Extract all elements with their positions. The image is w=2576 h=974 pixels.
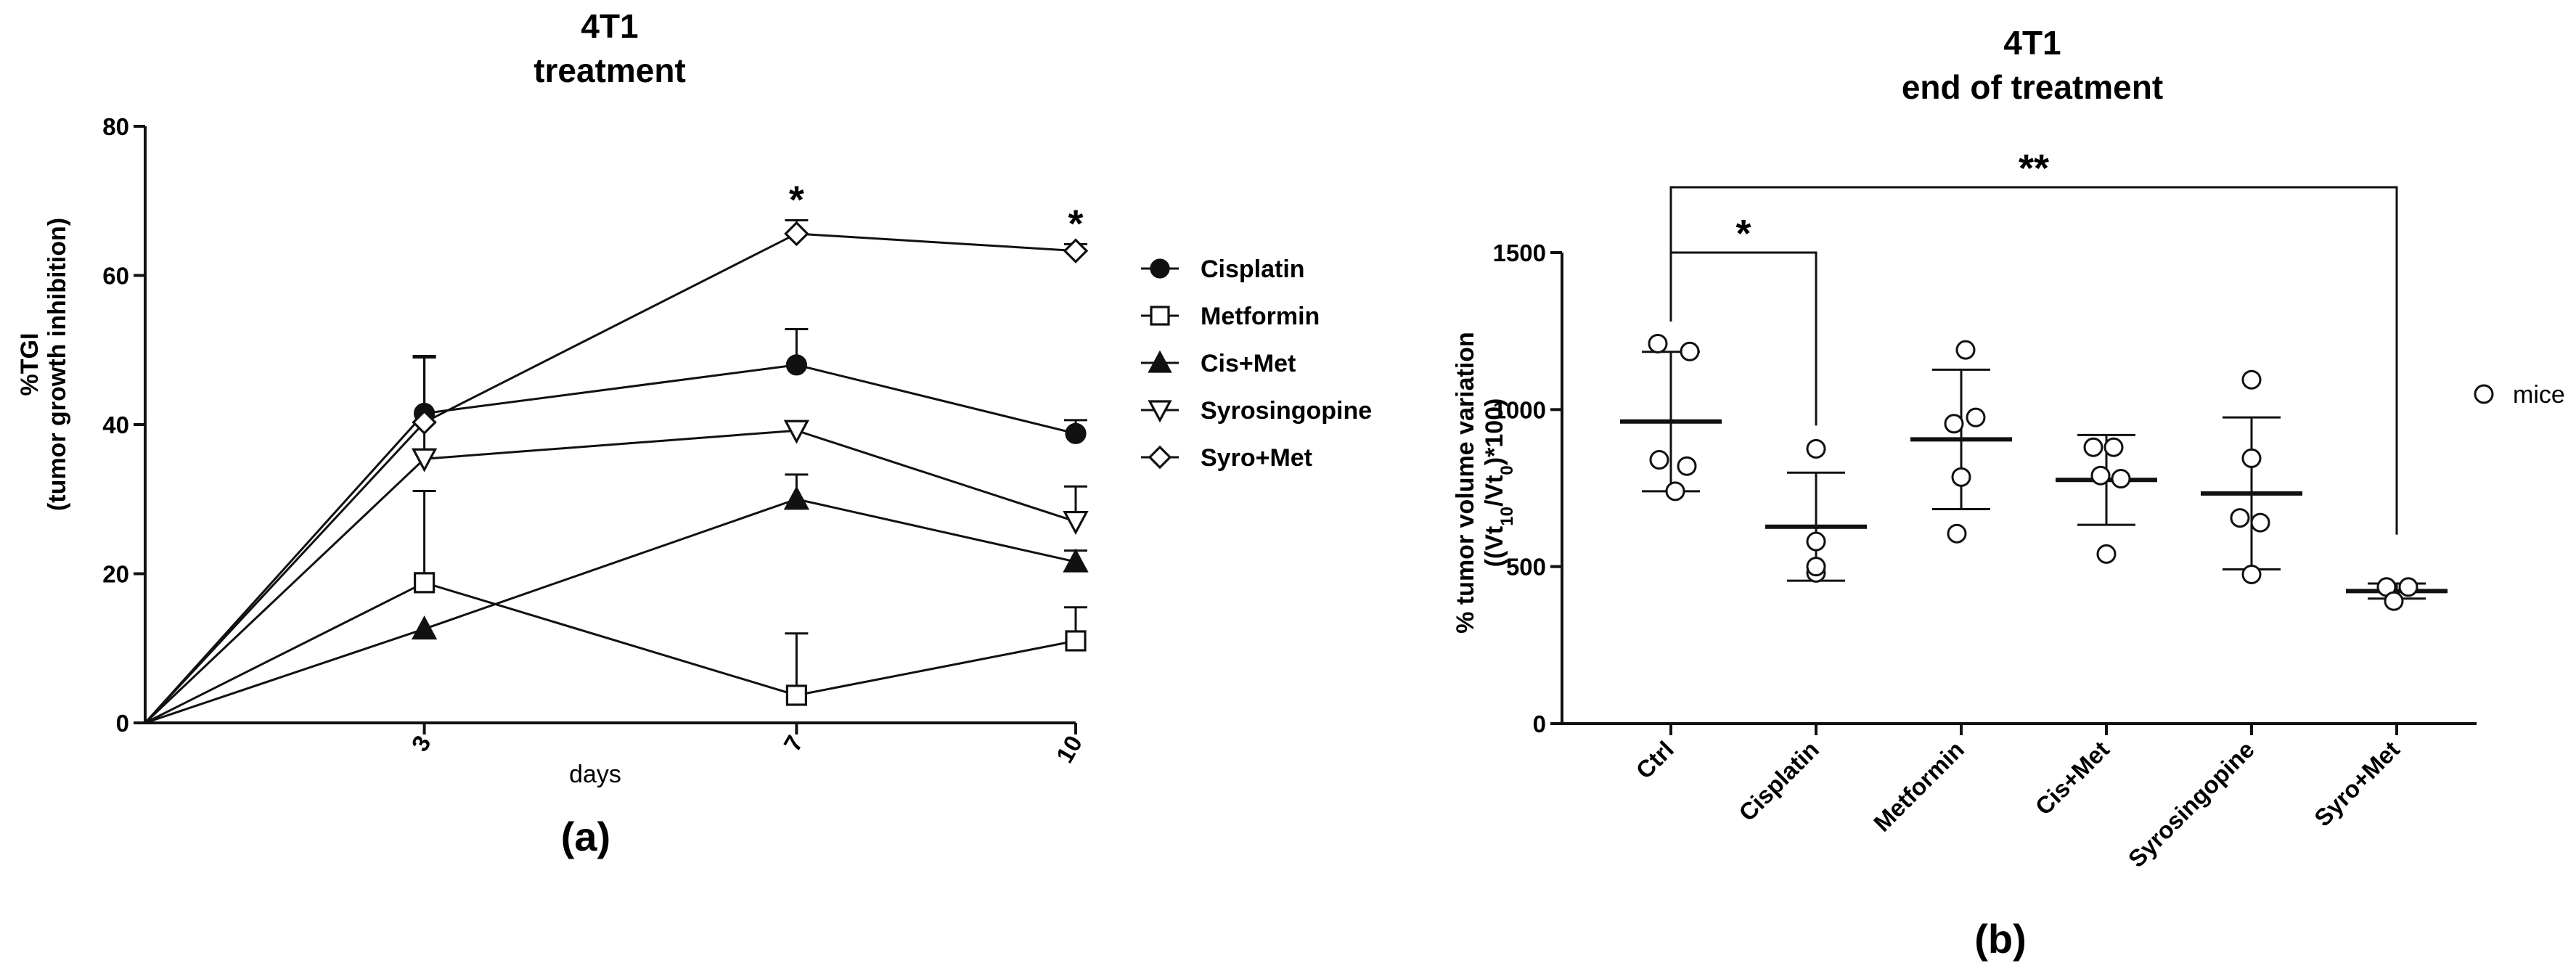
data-point-syrosingopine (1063, 510, 1089, 535)
mouse-data-point (2230, 508, 2250, 528)
chart-b-title-line-2: end of treatment (1902, 68, 2163, 106)
panel-label-a: (a) (561, 814, 610, 859)
data-point-cis-met (411, 615, 438, 640)
chart-a-x-tick-label: 10 (1051, 731, 1087, 767)
series-line-syro-met (144, 232, 1076, 724)
mouse-data-point (1806, 531, 1826, 552)
mouse-data-point (1806, 557, 1826, 577)
mouse-data-point (1665, 481, 1685, 502)
chart-b-y-tick-label: 1000 (1493, 396, 1546, 423)
legend-marker (1150, 306, 1170, 326)
mouse-data-point (2111, 469, 2131, 489)
mouse-data-point (1944, 414, 1964, 434)
mouse-data-point (1966, 407, 1986, 427)
panel-label-b: (b) (1974, 916, 2027, 962)
mouse-data-point (2096, 544, 2117, 564)
chart-a-title-line-2: treatment (533, 52, 686, 89)
legend-marker (1148, 350, 1172, 373)
chart-a-x-tick-label: 3 (406, 731, 436, 756)
data-point-metformin (413, 572, 436, 594)
legend-label: Syrosingopine (1201, 397, 1372, 425)
chart-b-x-tick-label: Metformin (1868, 736, 1969, 837)
chart-a-y-tick-label: 20 (102, 561, 129, 588)
mouse-data-point (1649, 450, 1669, 470)
chart-b-y-tick-label: 1500 (1493, 240, 1546, 266)
data-point-metformin (785, 684, 808, 706)
mouse-data-point (1806, 438, 1826, 459)
data-point-syro-met (1063, 238, 1089, 263)
series-line-syrosingopine (144, 429, 1076, 724)
legend-label: Cisplatin (1201, 255, 1305, 283)
mouse-data-point (2083, 437, 2103, 457)
mouse-data-point (2090, 465, 2111, 486)
chart-a-y-tick-label: 40 (102, 412, 129, 438)
significance-bracket (1669, 251, 1817, 426)
chart-b-x-tick-label: Cisplatin (1733, 736, 1824, 827)
mouse-data-point (1648, 333, 1668, 353)
chart-b-title-line-1: 4T1 (2003, 24, 2061, 62)
chart-b-x-tick-label: Cis+Met (2030, 736, 2114, 820)
series-line-cis-met (144, 498, 1076, 724)
scatter-dot-plot-panel: 4T1 end of treatment % tumor volume vari… (1452, 24, 2565, 962)
chart-b-y-axis-label-line-1: % tumor volume variation (1452, 332, 1479, 634)
mouse-data-point (2241, 448, 2262, 468)
mouse-data-point (2398, 577, 2418, 597)
legend-label: Syro+Met (1201, 444, 1312, 472)
legend-label: Metformin (1201, 303, 1320, 330)
data-point-syro-met (412, 409, 437, 435)
chart-b-y-tick-label: 500 (1506, 554, 1546, 581)
mouse-data-point (1951, 467, 1971, 487)
mouse-data-point (2103, 437, 2124, 457)
data-point-syrosingopine (783, 420, 810, 444)
chart-b-x-tick-label: Syrosingopine (2123, 736, 2260, 872)
data-point-cis-met (1063, 548, 1089, 573)
chart-b-y-axis-label-line-2: ((Vt10/Vt0)*100) (1481, 398, 1517, 568)
mouse-data-point (2241, 369, 2262, 390)
data-point-cis-met (783, 486, 810, 510)
mouse-data-point (2384, 591, 2404, 611)
significance-bracket (1669, 186, 2398, 535)
significance-star: ** (2019, 147, 2049, 190)
mouse-data-point (2241, 564, 2262, 584)
chart-a-x-tick-label: 7 (778, 731, 808, 756)
significance-star: * (1735, 212, 1751, 255)
chart-a-y-axis-label-line-1: %TGI (16, 333, 44, 396)
significance-star: * (1068, 202, 1083, 245)
mouse-data-point (1947, 523, 1967, 544)
significance-star: * (789, 178, 804, 221)
legend-marker (2474, 384, 2494, 404)
line-chart-panel: 4T1 treatment %TGI (tumor growth inhibit… (16, 7, 1372, 859)
legend-marker (1148, 400, 1172, 423)
data-point-cisplatin (1065, 422, 1087, 444)
chart-a-y-tick-label: 0 (116, 710, 129, 737)
legend-marker (1150, 258, 1170, 279)
series-line-cisplatin (144, 364, 1076, 724)
mouse-data-point (1680, 341, 1700, 361)
chart-b-x-tick-label: Syro+Met (2309, 736, 2405, 832)
legend-label: mice (2513, 381, 2565, 409)
data-point-syrosingopine (411, 448, 438, 472)
mouse-data-point (1955, 340, 1976, 360)
legend-marker (1148, 445, 1172, 470)
mouse-data-point (1677, 456, 1697, 476)
series-line-metformin (144, 581, 1076, 724)
data-point-metformin (1065, 630, 1087, 652)
chart-a-x-axis-label: days (569, 761, 621, 788)
chart-a-y-tick-label: 60 (102, 263, 129, 290)
chart-b-x-tick-label: Ctrl (1631, 736, 1679, 784)
chart-a-y-tick-label: 80 (102, 113, 129, 140)
chart-b-y-tick-label: 0 (1533, 711, 1546, 737)
mouse-data-point (2250, 512, 2270, 533)
legend-label: Cis+Met (1201, 350, 1296, 377)
chart-a-title-line-1: 4T1 (581, 7, 638, 45)
data-point-syro-met (784, 221, 809, 247)
data-point-cisplatin (785, 354, 808, 376)
chart-a-y-axis-label-line-2: (tumor growth inhibition) (44, 218, 71, 511)
